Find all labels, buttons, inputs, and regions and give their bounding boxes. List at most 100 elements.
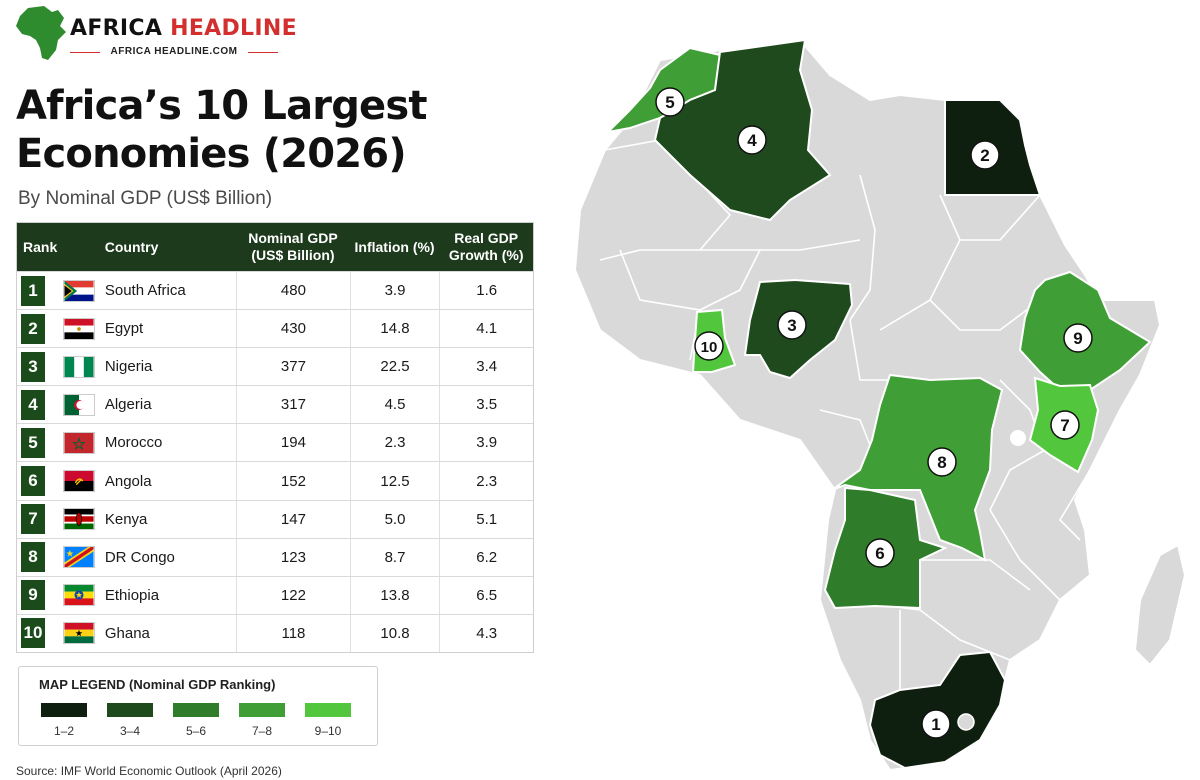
page-subtitle: By Nominal GDP (US$ Billion) xyxy=(18,188,273,209)
svg-text:1: 1 xyxy=(931,715,940,734)
ghana-flag-icon xyxy=(62,622,95,645)
site-url: AFRICA HEADLINE.COM xyxy=(70,46,278,57)
gdp-value: 377 xyxy=(236,348,350,386)
legend-swatch xyxy=(173,703,219,717)
rank-marker: 2 xyxy=(970,140,1000,170)
site-logo[interactable]: AFRICA HEADLINE AFRICA HEADLINE.COM xyxy=(14,4,297,62)
africa-logo-icon xyxy=(16,6,66,60)
svg-text:8: 8 xyxy=(937,453,946,472)
gdp-value: 118 xyxy=(236,614,350,652)
rank-marker: 7 xyxy=(1050,410,1080,440)
rank-badge: 8 xyxy=(21,542,45,573)
gdp-value: 147 xyxy=(236,500,350,538)
inflation-value: 14.8 xyxy=(349,310,440,348)
rank-badge: 1 xyxy=(21,275,45,306)
header-inflation: Inflation (%) xyxy=(354,238,435,255)
legend-title: MAP LEGEND (Nominal GDP Ranking) xyxy=(39,677,276,692)
country-name: Nigeria xyxy=(104,358,153,376)
economies-table: Rank Country Nominal GDP (US$ Billion) I… xyxy=(16,222,534,653)
svg-text:4: 4 xyxy=(747,131,757,150)
table-row: 7 Kenya 147 5.0 5.1 xyxy=(17,499,533,538)
lake-victoria-shape xyxy=(1010,430,1026,446)
brand-name: AFRICA HEADLINE xyxy=(70,16,297,41)
svg-text:3: 3 xyxy=(787,316,796,335)
header-country: Country xyxy=(104,238,159,255)
africa-map: 1 2 3 4 5 6 7 8 9 10 xyxy=(573,40,1187,772)
rank-badge: 6 xyxy=(21,466,45,497)
rank-marker: 6 xyxy=(865,538,895,568)
legend-label: 3–4 xyxy=(119,724,141,738)
dr-congo-flag-icon xyxy=(62,546,95,569)
growth-value: 1.6 xyxy=(439,272,533,310)
header-rank: Rank xyxy=(23,238,58,255)
inflation-value: 5.0 xyxy=(349,500,440,538)
inflation-value: 22.5 xyxy=(349,348,440,386)
country-name: Egypt xyxy=(104,320,144,338)
growth-value: 3.9 xyxy=(439,424,533,462)
inflation-value: 4.5 xyxy=(349,386,440,424)
rank-badge: 5 xyxy=(21,427,45,458)
inflation-value: 8.7 xyxy=(349,538,440,576)
ethiopia-flag-icon xyxy=(62,584,95,607)
table-row: 1 South Africa 480 3.9 1.6 xyxy=(17,271,533,310)
rank-marker: 3 xyxy=(777,310,807,340)
growth-value: 6.2 xyxy=(439,538,533,576)
growth-value: 3.5 xyxy=(439,386,533,424)
growth-value: 3.4 xyxy=(439,348,533,386)
table-row: 2 Egypt 430 14.8 4.1 xyxy=(17,309,533,348)
gdp-value: 317 xyxy=(236,386,350,424)
kenya-flag-icon xyxy=(62,508,95,531)
svg-text:9: 9 xyxy=(1073,329,1082,348)
legend-item: 3–4 xyxy=(107,703,153,738)
svg-text:2: 2 xyxy=(980,146,989,165)
growth-value: 4.3 xyxy=(439,614,533,652)
legend-item: 9–10 xyxy=(305,703,351,738)
map-legend: MAP LEGEND (Nominal GDP Ranking) 1–2 3–4… xyxy=(18,666,378,746)
country-name: Ethiopia xyxy=(104,586,160,604)
country-name: South Africa xyxy=(104,282,186,300)
rank-badge: 4 xyxy=(21,389,45,420)
svg-text:7: 7 xyxy=(1060,416,1069,435)
rank-marker: 1 xyxy=(921,709,951,739)
header-growth: Real GDP Growth (%) xyxy=(448,230,524,263)
inflation-value: 2.3 xyxy=(349,424,440,462)
source-note: Source: IMF World Economic Outlook (Apri… xyxy=(16,764,282,778)
growth-value: 6.5 xyxy=(439,576,533,614)
legend-item: 7–8 xyxy=(239,703,285,738)
header-gdp: Nominal GDP (US$ Billion) xyxy=(248,230,338,263)
table-row: 3 Nigeria 377 22.5 3.4 xyxy=(17,347,533,386)
legend-swatch xyxy=(239,703,285,717)
table-row: 5 Morocco 194 2.3 3.9 xyxy=(17,423,533,462)
inflation-value: 3.9 xyxy=(349,272,440,310)
gdp-value: 122 xyxy=(236,576,350,614)
page-title: Africa’s 10 Largest Economies (2026) xyxy=(16,83,428,177)
inflation-value: 10.8 xyxy=(349,614,440,652)
rank-marker: 4 xyxy=(737,125,767,155)
legend-label: 9–10 xyxy=(314,724,342,738)
table-row: 9 Ethiopia 122 13.8 6.5 xyxy=(17,575,533,614)
rank-badge: 3 xyxy=(21,351,45,382)
country-name: Ghana xyxy=(104,624,150,642)
gdp-value: 152 xyxy=(236,462,350,500)
algeria-flag-icon xyxy=(62,393,95,416)
egypt-flag-icon xyxy=(62,317,95,340)
growth-value: 5.1 xyxy=(439,500,533,538)
morocco-flag-icon xyxy=(62,431,95,454)
nigeria-flag-icon xyxy=(62,355,95,378)
country-name: Algeria xyxy=(104,396,152,414)
gdp-value: 480 xyxy=(236,272,350,310)
country-name: Kenya xyxy=(104,510,148,528)
south-africa-flag-icon xyxy=(62,279,95,302)
rank-marker: 8 xyxy=(927,447,957,477)
table-row: 8 DR Congo 123 8.7 6.2 xyxy=(17,537,533,576)
rank-badge: 7 xyxy=(21,504,45,535)
country-borders xyxy=(599,139,1091,690)
rank-marker: 9 xyxy=(1063,323,1093,353)
country-name: Morocco xyxy=(104,434,163,452)
legend-swatch xyxy=(41,703,87,717)
country-name: DR Congo xyxy=(104,548,175,566)
legend-label: 1–2 xyxy=(53,724,75,738)
legend-item: 1–2 xyxy=(41,703,87,738)
rank-badge: 9 xyxy=(21,580,45,611)
rank-marker: 10 xyxy=(694,331,724,361)
